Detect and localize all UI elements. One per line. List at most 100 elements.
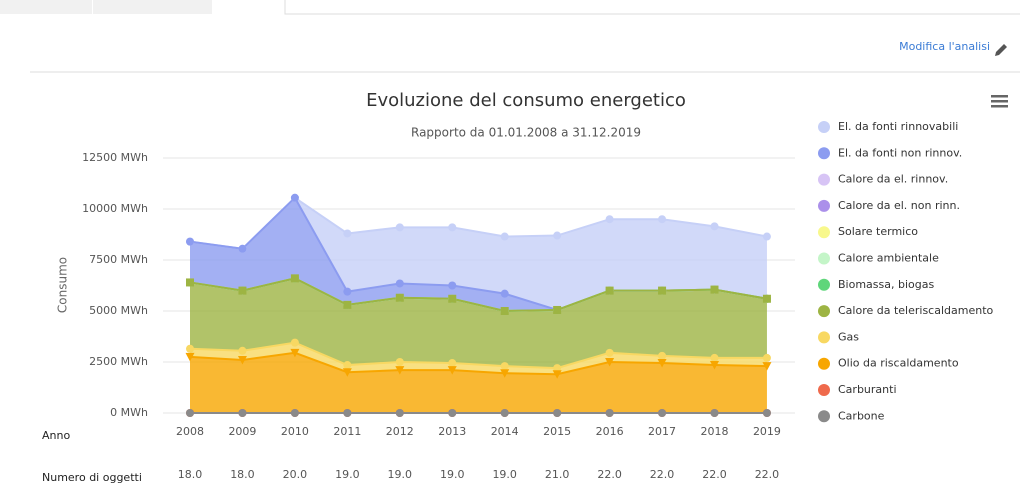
object-count: 22.0 (597, 468, 622, 481)
marker (710, 361, 719, 370)
marker (447, 366, 457, 375)
marker (186, 409, 194, 417)
marker (448, 223, 457, 232)
y-tick-label: 5000 MWh (89, 304, 148, 317)
object-count: 19.0 (388, 468, 413, 481)
marker (185, 352, 195, 362)
object-count: 22.0 (755, 468, 780, 481)
marker (186, 278, 194, 287)
legend-label[interactable]: El. da fonti non rinnov. (838, 146, 962, 159)
edit-link[interactable]: Modifica l'analisi (899, 40, 990, 53)
legend-symbol[interactable] (818, 252, 830, 265)
marker (343, 409, 352, 417)
marker (448, 294, 457, 303)
marker (762, 362, 772, 371)
legend-symbol[interactable] (818, 147, 830, 160)
marker (605, 286, 614, 295)
legend-label[interactable]: Calore da el. rinnov. (838, 173, 948, 186)
marker (762, 409, 771, 417)
marker (710, 353, 719, 362)
object-count: 19.0 (440, 468, 465, 481)
marker (186, 237, 194, 246)
marker (762, 353, 771, 362)
tab[interactable] (0, 0, 92, 14)
marker (238, 286, 247, 295)
marker (553, 409, 562, 417)
legend-label[interactable]: Calore da teleriscaldamento (838, 304, 994, 317)
marker (448, 281, 457, 290)
legend-label[interactable]: Solare termico (838, 225, 918, 238)
marker (553, 231, 562, 240)
marker (605, 358, 615, 367)
legend-symbol[interactable] (818, 305, 830, 318)
objects-label: Numero di oggetti (42, 471, 142, 484)
legend-symbol[interactable] (818, 357, 830, 370)
marker (762, 294, 771, 303)
marker (552, 370, 562, 379)
legend-label[interactable]: Calore ambientale (838, 252, 939, 265)
x-tick-label: 2016 (596, 425, 624, 438)
marker (343, 300, 352, 309)
legend-label[interactable]: Biomassa, biogas (838, 278, 934, 291)
x-tick-label: 2008 (176, 425, 204, 438)
legend-symbol[interactable] (818, 173, 830, 186)
x-tick-label: 2015 (543, 425, 571, 438)
marker (553, 305, 562, 314)
marker (238, 409, 247, 417)
x-tick-label: 2011 (333, 425, 361, 438)
legend-symbol[interactable] (818, 121, 830, 133)
legend-symbol[interactable] (818, 199, 830, 212)
object-count: 19.0 (335, 468, 360, 481)
chart-subtitle: Rapporto da 01.01.2008 a 31.12.2019 (411, 126, 641, 140)
marker (605, 348, 614, 357)
x-tick-label: 2017 (648, 425, 676, 438)
object-count: 21.0 (545, 468, 570, 481)
legend-symbol[interactable] (818, 384, 830, 396)
marker (605, 409, 614, 417)
y-tick-label: 0 MWh (110, 406, 148, 419)
marker (500, 369, 510, 378)
marker (238, 244, 247, 253)
marker (395, 366, 405, 375)
object-count: 19.0 (492, 468, 517, 481)
marker (500, 362, 509, 371)
object-count: 18.0 (178, 468, 203, 481)
marker (710, 285, 719, 294)
x-tick-label: 2014 (491, 425, 519, 438)
object-count: 18.0 (230, 468, 255, 481)
marker (186, 344, 194, 353)
marker (395, 409, 404, 417)
y-tick-label: 7500 MWh (89, 253, 148, 266)
marker (605, 215, 614, 224)
tab[interactable] (93, 0, 212, 14)
legend-symbol[interactable] (818, 226, 830, 239)
legend-label[interactable]: Olio da riscaldamento (838, 357, 959, 370)
legend-label[interactable]: Calore da el. non rinn. (838, 199, 960, 212)
marker (658, 409, 667, 417)
menu-icon[interactable] (991, 95, 1008, 108)
marker (710, 222, 719, 231)
x-tick-label: 2019 (753, 425, 781, 438)
marker (500, 409, 509, 417)
marker (342, 368, 352, 377)
marker (657, 359, 667, 368)
marker (290, 409, 299, 417)
legend-symbol[interactable] (818, 410, 830, 423)
marker (290, 274, 299, 283)
marker (500, 307, 509, 315)
pencil-icon[interactable] (995, 44, 1007, 56)
legend-symbol[interactable] (818, 331, 830, 344)
marker (343, 287, 352, 296)
legend-symbol[interactable] (818, 278, 830, 291)
x-axis-label: Anno (42, 429, 70, 442)
legend-label[interactable]: Gas (838, 330, 859, 343)
area-line (189, 277, 768, 313)
legend-label[interactable]: El. da fonti rinnovabili (838, 120, 958, 133)
area-fill (190, 197, 767, 311)
marker (500, 289, 509, 298)
marker (395, 358, 404, 366)
legend-label[interactable]: Carbone (838, 409, 885, 422)
legend-label[interactable]: Carburanti (838, 383, 897, 396)
area-line (189, 351, 767, 376)
